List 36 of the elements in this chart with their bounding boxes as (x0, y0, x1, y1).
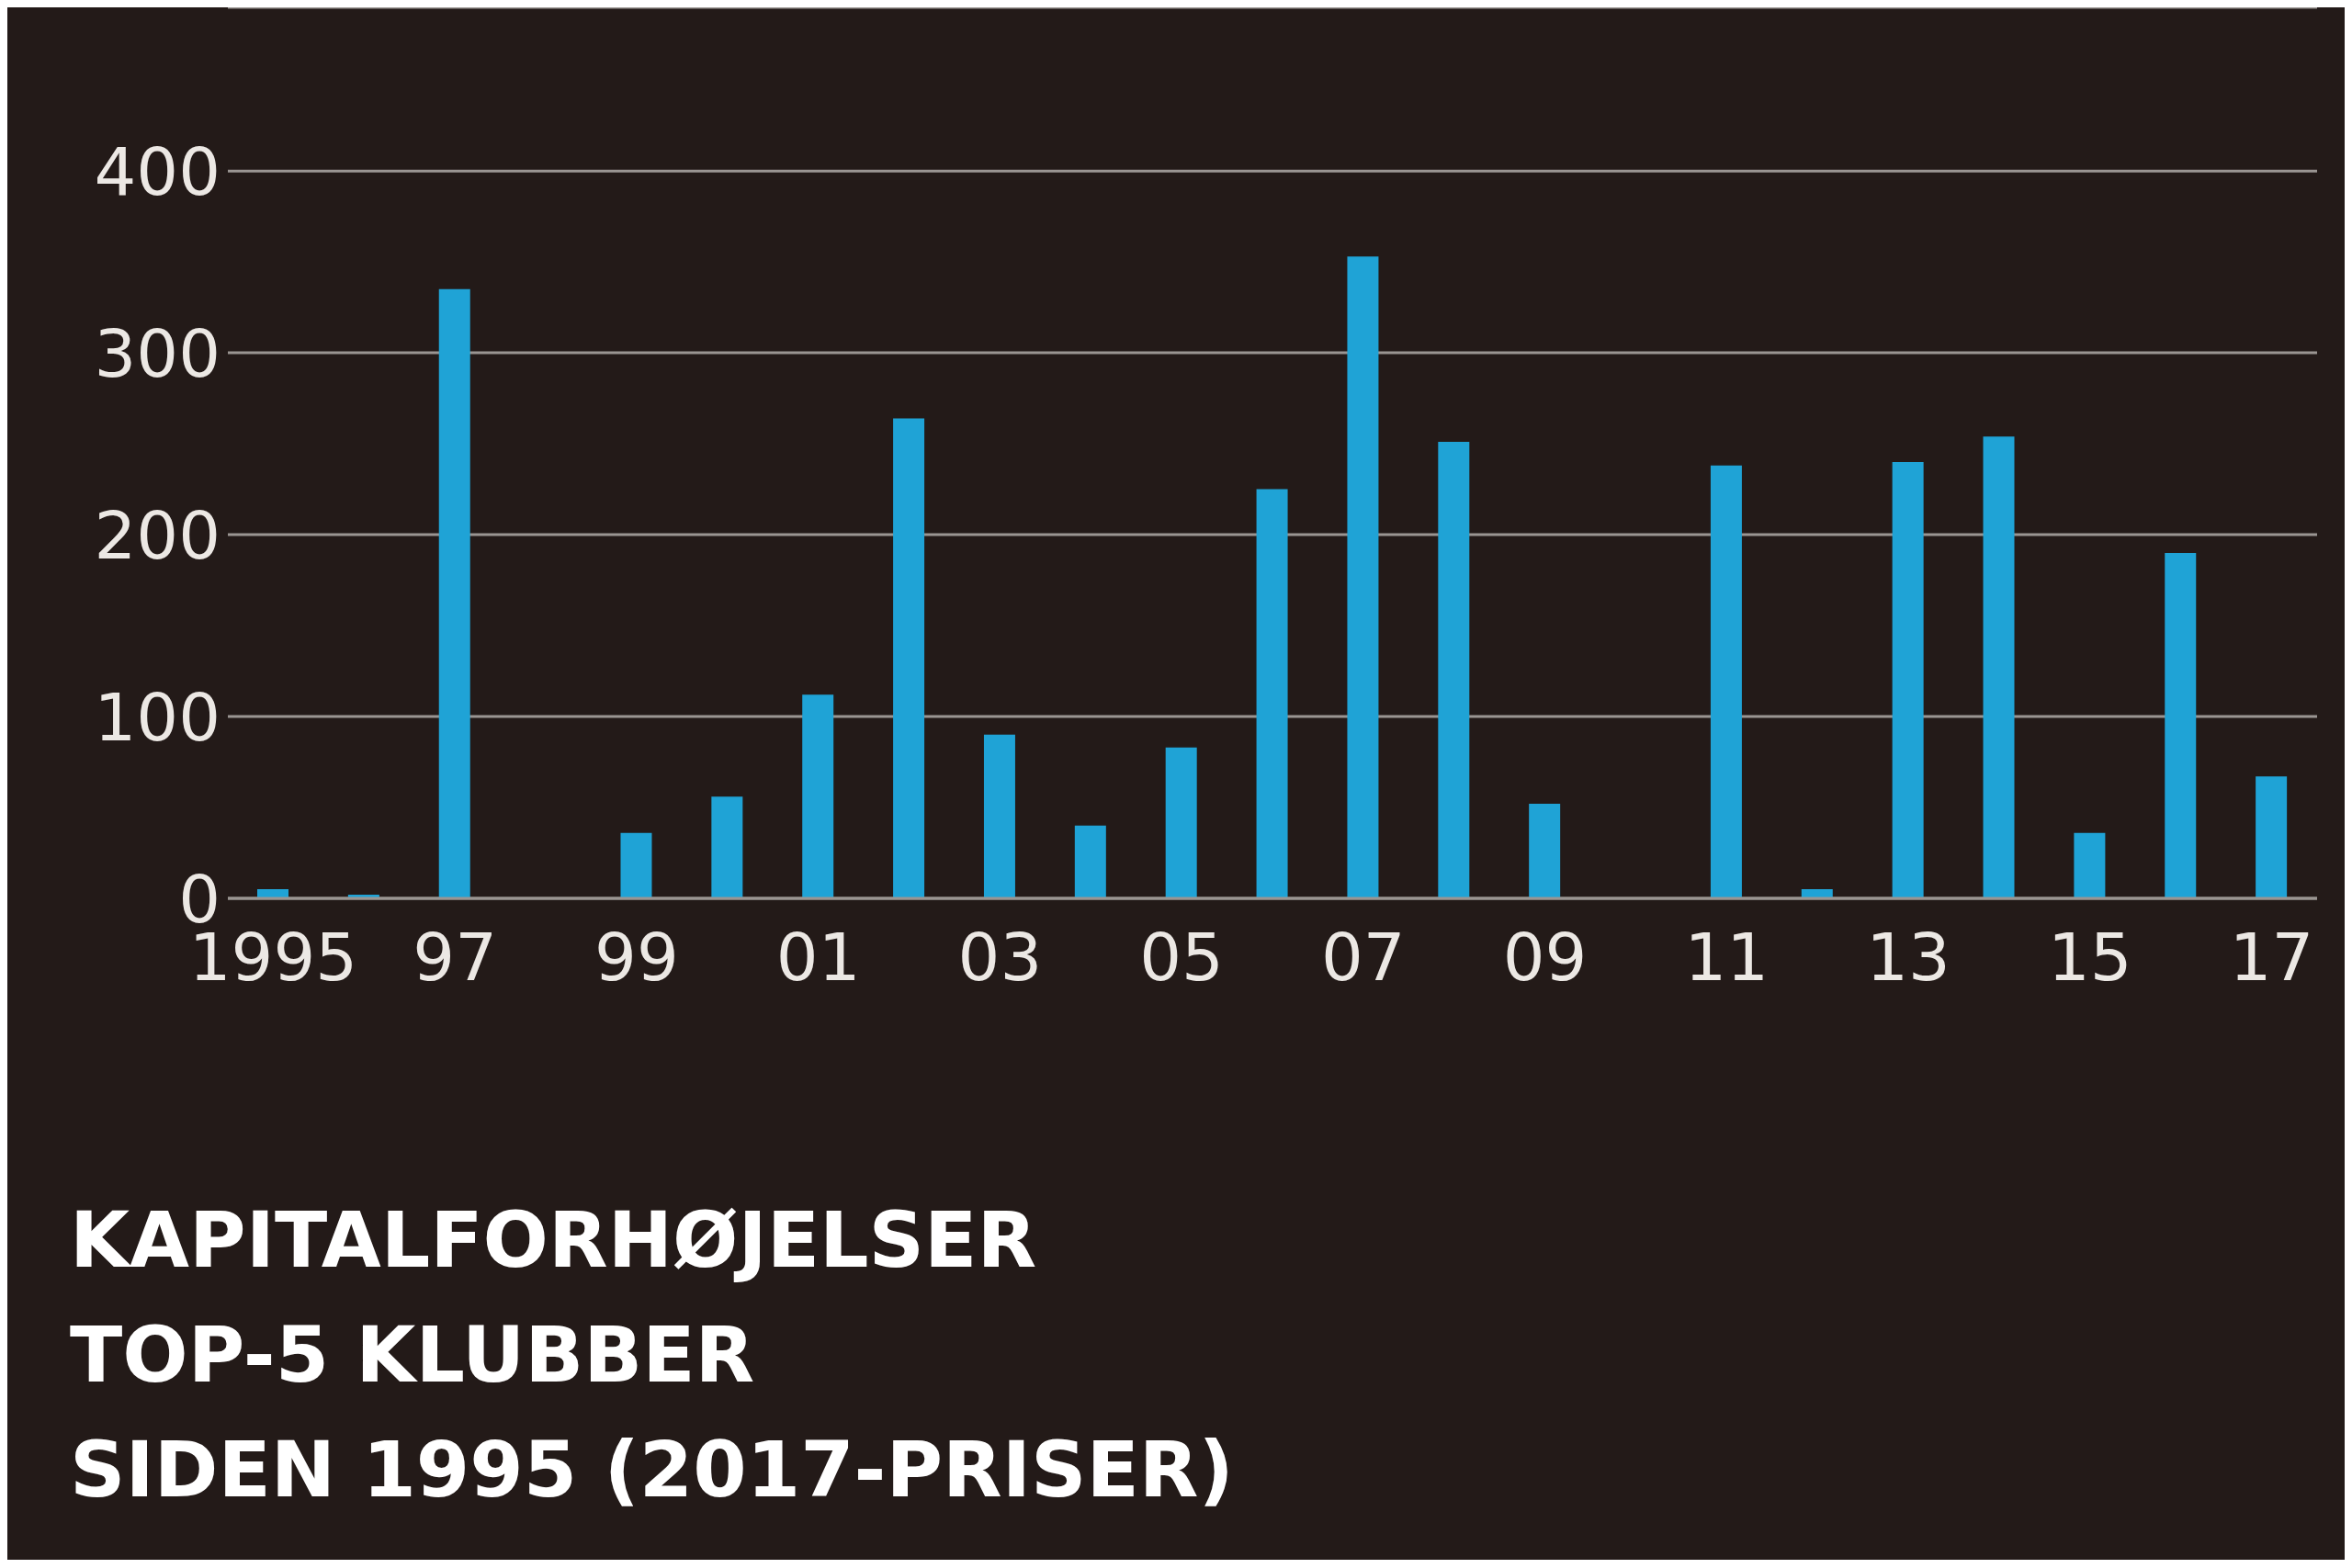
x-tick-label: 99 (594, 919, 679, 997)
bar (1165, 747, 1197, 898)
bar (2074, 832, 2106, 898)
bar (711, 796, 743, 898)
bar (1074, 825, 1106, 898)
bar (1347, 256, 1379, 898)
x-tick-label: 13 (1866, 919, 1951, 997)
y-tick-label: 100 (94, 678, 220, 756)
bar (1892, 461, 1924, 898)
bar (1710, 465, 1742, 898)
x-tick-label: 15 (2048, 919, 2132, 997)
x-tick-label: 05 (1139, 919, 1224, 997)
bar (983, 734, 1015, 898)
bar (893, 418, 925, 898)
bar (1983, 436, 2015, 898)
bar (620, 832, 652, 898)
bar (438, 288, 470, 898)
x-tick-label: 09 (1502, 919, 1588, 997)
x-tick-label: 07 (1321, 919, 1406, 997)
x-tick-label: 11 (1684, 919, 1770, 997)
y-tick-label: 200 (94, 496, 220, 574)
bar (2256, 776, 2288, 898)
x-tick-label: 03 (957, 919, 1043, 997)
x-tick-label: 17 (2229, 919, 2314, 997)
x-tick-label: 01 (775, 919, 861, 997)
bar (802, 694, 834, 898)
bar (2165, 552, 2197, 898)
x-tick-label: 97 (413, 919, 497, 997)
text: KAPITALFORHØJELSER TOP-5 KLUBBER SIDEN 1995 (2017-PRISER) (70, 1194, 1234, 1517)
bar (257, 889, 288, 898)
bar (1801, 889, 1833, 898)
bar (1438, 442, 1470, 898)
y-tick-label: 400 (94, 132, 220, 210)
bar (1529, 804, 1561, 898)
y-tick-label: 300 (94, 314, 220, 392)
bar (1256, 489, 1288, 898)
